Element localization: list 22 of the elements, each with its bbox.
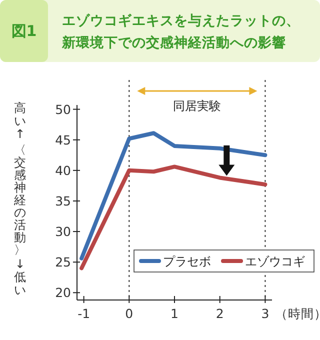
y-tick-label: 30 bbox=[55, 224, 72, 240]
text: ↓低い bbox=[14, 257, 26, 297]
x-tick-label: 0 bbox=[125, 306, 134, 321]
x-tick-label: 2 bbox=[216, 306, 224, 321]
text: 〈交感神経の活動〉 bbox=[14, 143, 26, 257]
text: 高い↑ bbox=[14, 101, 26, 141]
chart-title: エゾウコギエキスを与えたラットの、新環境下での交感神経活動への影響 bbox=[61, 13, 300, 51]
y-tick-label: 50 bbox=[55, 102, 72, 117]
y-tick-label: 40 bbox=[55, 162, 72, 178]
y-tick-label: 45 bbox=[55, 132, 71, 148]
y-tick-label: 35 bbox=[55, 193, 71, 208]
x-tick-label: -1 bbox=[78, 306, 90, 321]
legend-label: エゾウコギ bbox=[245, 254, 305, 268]
line-series bbox=[80, 164, 268, 270]
x-tick-label: 1 bbox=[170, 306, 178, 321]
y-tick-label: 20 bbox=[55, 285, 72, 300]
x-axis-title: （時間） bbox=[275, 306, 320, 321]
annotation: 同居実験 bbox=[173, 99, 222, 113]
caption: 図1 bbox=[11, 22, 37, 40]
x-tick-label: 3 bbox=[261, 306, 270, 321]
y-tick-label: 25 bbox=[55, 254, 71, 270]
legend-label: プラセボ bbox=[163, 254, 211, 268]
